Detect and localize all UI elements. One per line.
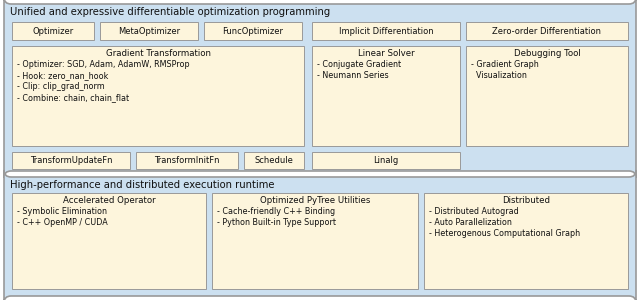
Bar (466, 22, 628, 40)
Bar (312, 22, 460, 40)
Text: Debugging Tool: Debugging Tool (514, 49, 580, 58)
FancyBboxPatch shape (4, 170, 636, 300)
Text: - Heterogenous Computational Graph: - Heterogenous Computational Graph (429, 229, 580, 238)
Bar (204, 22, 302, 40)
Text: TransformUpdateFn: TransformUpdateFn (29, 156, 112, 165)
Text: - Combine: chain, chain_flat: - Combine: chain, chain_flat (17, 93, 129, 102)
Text: High-performance and distributed execution runtime: High-performance and distributed executi… (10, 180, 275, 190)
Bar (12, 22, 94, 40)
Bar (244, 152, 304, 169)
Text: Visualization: Visualization (471, 71, 527, 80)
Text: Schedule: Schedule (255, 156, 293, 165)
Bar (12, 152, 130, 169)
Text: Optimized PyTree Utilities: Optimized PyTree Utilities (260, 196, 370, 205)
Text: MetaOptimizer: MetaOptimizer (118, 26, 180, 35)
Bar (12, 193, 206, 289)
Bar (466, 46, 628, 146)
Text: - Hook: zero_nan_hook: - Hook: zero_nan_hook (17, 71, 108, 80)
Text: Linalg: Linalg (373, 156, 399, 165)
Bar (136, 152, 238, 169)
Text: Gradient Transformation: Gradient Transformation (106, 49, 211, 58)
Bar (312, 46, 460, 146)
Bar (212, 193, 418, 289)
Text: - Python Built-in Type Support: - Python Built-in Type Support (217, 218, 336, 227)
Text: - Cache-friendly C++ Binding: - Cache-friendly C++ Binding (217, 207, 335, 216)
FancyBboxPatch shape (4, 0, 636, 178)
Text: - Distributed Autograd: - Distributed Autograd (429, 207, 519, 216)
Text: - C++ OpenMP / CUDA: - C++ OpenMP / CUDA (17, 218, 108, 227)
Text: Optimizer: Optimizer (33, 26, 74, 35)
Text: Zero-order Differentiation: Zero-order Differentiation (493, 26, 602, 35)
Bar (312, 152, 460, 169)
Bar (100, 22, 198, 40)
Text: - Symbolic Elimination: - Symbolic Elimination (17, 207, 107, 216)
Text: - Gradient Graph: - Gradient Graph (471, 60, 539, 69)
Text: - Conjugate Gradient: - Conjugate Gradient (317, 60, 401, 69)
Text: - Optimizer: SGD, Adam, AdamW, RMSProp: - Optimizer: SGD, Adam, AdamW, RMSProp (17, 60, 189, 69)
Text: TransformInitFn: TransformInitFn (154, 156, 220, 165)
Text: - Auto Parallelization: - Auto Parallelization (429, 218, 512, 227)
Bar (424, 193, 628, 289)
Bar (12, 46, 304, 146)
Text: Implicit Differentiation: Implicit Differentiation (339, 26, 433, 35)
Text: Linear Solver: Linear Solver (358, 49, 414, 58)
Text: Unified and expressive differentiable optimization programming: Unified and expressive differentiable op… (10, 7, 330, 17)
Text: FuncOptimizer: FuncOptimizer (223, 26, 284, 35)
Text: - Neumann Series: - Neumann Series (317, 71, 388, 80)
Text: Accelerated Operator: Accelerated Operator (63, 196, 156, 205)
Text: - Clip: clip_grad_norm: - Clip: clip_grad_norm (17, 82, 105, 91)
Text: Distributed: Distributed (502, 196, 550, 205)
